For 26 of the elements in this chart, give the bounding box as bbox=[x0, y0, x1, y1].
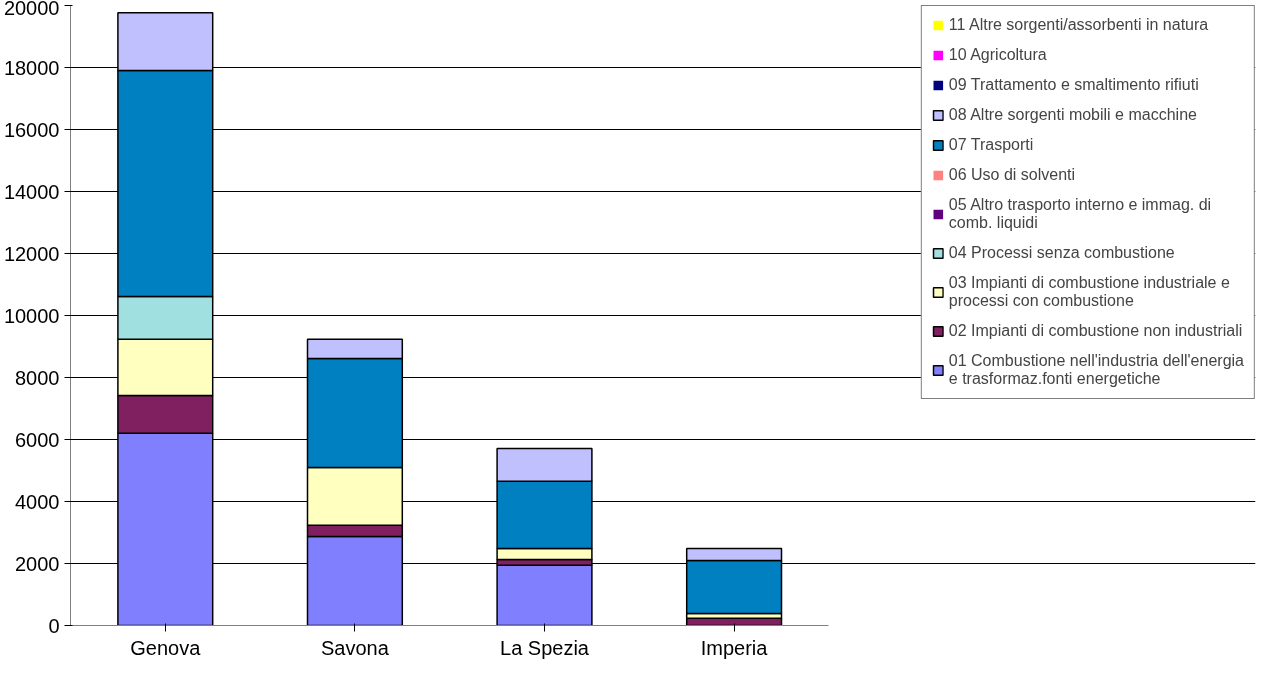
legend-label: 08 Altre sorgenti mobili e macchine bbox=[948, 106, 1197, 124]
y-tick-label: 12000 bbox=[3, 242, 60, 265]
y-tick-label: 6000 bbox=[15, 428, 60, 451]
y-tick-label: 20000 bbox=[3, 0, 60, 19]
y-tick-label: 16000 bbox=[3, 118, 60, 141]
legend-label: 02 Impianti di combustione non industriali bbox=[948, 322, 1243, 340]
legend-label: 06 Uso di solventi bbox=[948, 166, 1076, 184]
legend-label: 01 Combustione nell'industria dell'energia e trasformaz.fonti energetiche bbox=[948, 352, 1244, 388]
legend-label: 03 Impianti di combustione industriale e processi con combustione bbox=[948, 274, 1230, 310]
x-tick-label: Imperia bbox=[700, 636, 769, 659]
y-tick-label: 4000 bbox=[15, 490, 60, 513]
y-tick-label: 18000 bbox=[3, 56, 60, 79]
legend-label: 05 Altro trasporto interno e immag. di comb. liquidi bbox=[948, 196, 1212, 232]
y-tick-label: 8000 bbox=[15, 366, 60, 389]
y-tick-label: 10000 bbox=[3, 304, 60, 327]
y-tick-label: 0 bbox=[48, 614, 60, 637]
x-tick-label: Savona bbox=[320, 636, 390, 659]
y-tick-label: 2000 bbox=[15, 552, 60, 575]
x-tick-label: Genova bbox=[130, 636, 202, 659]
legend-label: 11 Altre sorgenti/assorbenti in natura bbox=[948, 16, 1209, 34]
legend-label: 07 Trasporti bbox=[948, 136, 1034, 154]
legend-label: 04 Processi senza combustione bbox=[948, 244, 1175, 262]
legend-label: 09 Trattamento e smaltimento rifiuti bbox=[948, 76, 1199, 94]
y-tick-label: 14000 bbox=[3, 180, 60, 203]
legend-label: 10 Agricoltura bbox=[948, 46, 1047, 64]
x-tick-label: La Spezia bbox=[500, 636, 590, 659]
